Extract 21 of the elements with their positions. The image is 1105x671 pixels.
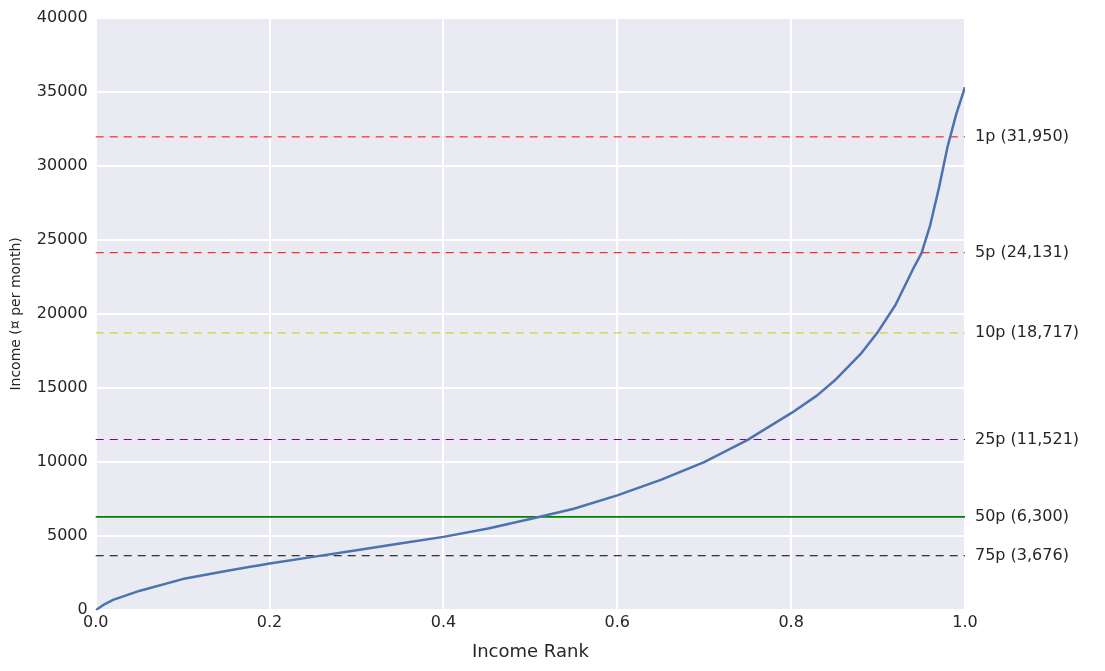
y-axis-title: Income (¤ per month): [7, 237, 24, 391]
x-tick-label: 0.6: [604, 611, 631, 631]
x-tick-label: 0.8: [778, 611, 804, 631]
ref-line-label: 25p (11,521): [975, 428, 1080, 448]
y-tick-label: 40000: [36, 6, 88, 26]
x-tick-label: 0.2: [256, 611, 283, 631]
y-tick-label: 30000: [36, 154, 88, 174]
x-tick-label: 0.4: [430, 611, 457, 631]
y-tick-label: 15000: [36, 377, 88, 397]
ref-line-label: 1p (31,950): [975, 126, 1069, 146]
y-tick-label: 5000: [46, 525, 88, 545]
y-tick-label: 10000: [36, 451, 88, 471]
y-tick-label: 20000: [36, 303, 88, 323]
ref-line-label: 5p (24,131): [975, 241, 1069, 261]
x-tick-label: 1.0: [952, 611, 978, 631]
ref-line-label: 75p (3,676): [975, 544, 1069, 564]
y-tick-label: 25000: [36, 228, 88, 248]
ref-line-label: 50p (6,300): [975, 506, 1069, 526]
ref-line-label: 10p (18,717): [975, 322, 1080, 342]
y-tick-label: 35000: [36, 80, 88, 100]
x-axis-title: Income Rank: [471, 639, 590, 661]
